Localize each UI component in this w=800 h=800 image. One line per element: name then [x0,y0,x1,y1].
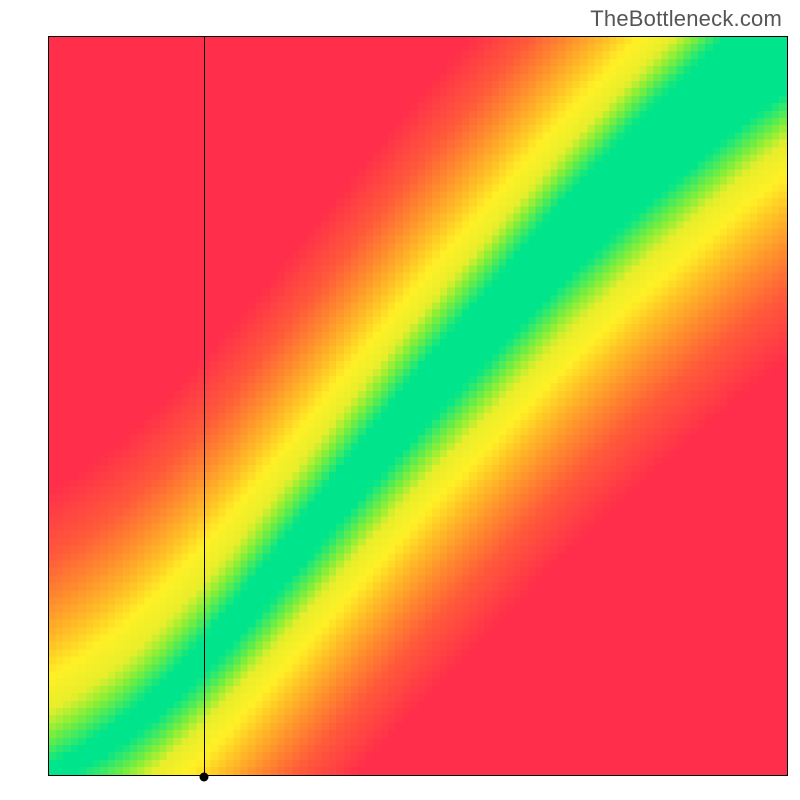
attribution-text: TheBottleneck.com [590,6,782,32]
heatmap-plot [48,36,788,776]
heatmap-canvas [49,37,787,775]
marker-vertical-line [204,37,205,777]
marker-dot [200,773,209,782]
chart-wrapper: TheBottleneck.com [0,0,800,800]
